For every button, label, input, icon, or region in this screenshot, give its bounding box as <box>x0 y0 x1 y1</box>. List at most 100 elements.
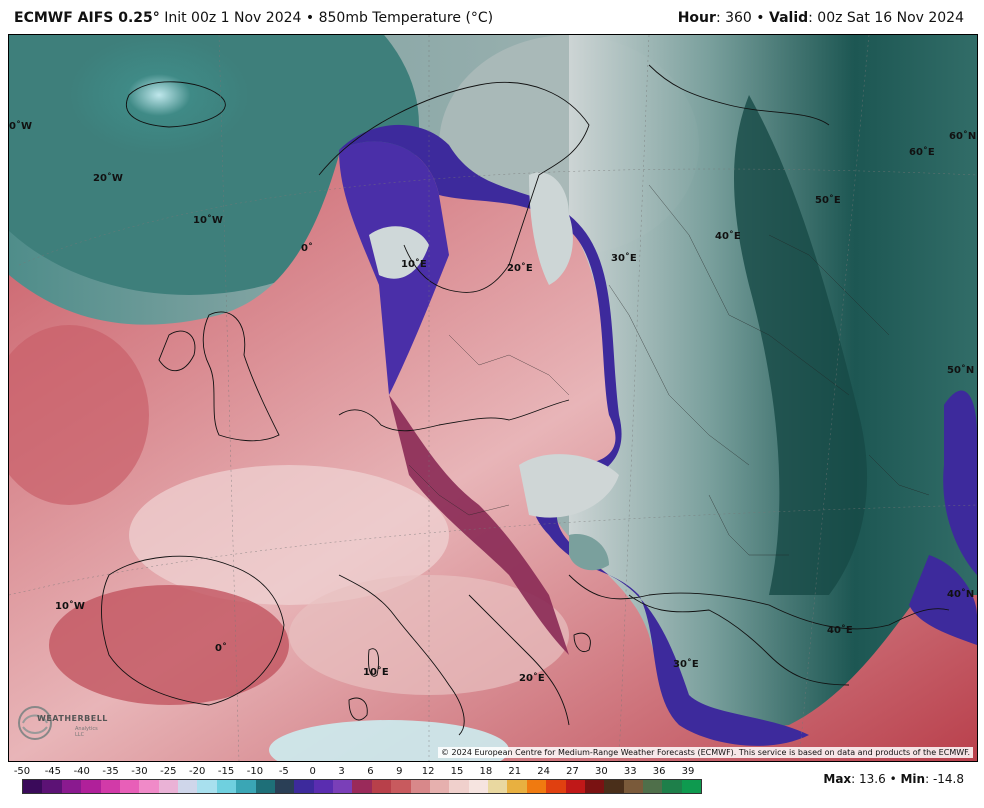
colorbar-segment <box>119 780 140 793</box>
colorbar-tick-label: 36 <box>652 766 666 777</box>
colorbar-segment <box>681 780 702 793</box>
colorbar-segment <box>429 780 450 793</box>
colorbar-tick-labels: -50 -45 -40 -35 -30 -25 -20 -15 -10 -5 0 3 6 9 12 15 18 2… <box>14 766 700 778</box>
copyright-notice: © 2024 European Centre for Medium-Range … <box>438 747 973 758</box>
grid-label-lon-0-top: 0˚ <box>301 243 313 254</box>
colorbar-tick-label: -35 <box>102 766 119 777</box>
grid-label-lat-40n: 40˚N <box>947 589 975 600</box>
colorbar-segment <box>42 780 62 793</box>
colorbar-segment <box>23 780 43 793</box>
grid-label-lon-10e-top: 10˚E <box>401 259 427 270</box>
grid-label-lon-40e-bot: 40˚E <box>827 625 853 636</box>
colorbar-segment <box>391 780 411 793</box>
colorbar-segment <box>584 780 605 793</box>
grid-label-lon-0w-top: 0˚W <box>9 121 32 132</box>
grid-label-lon-10e-bot: 10˚E <box>363 667 389 678</box>
colorbar-tick-label: 6 <box>367 766 374 777</box>
logo-subtext: Analytics LLC <box>75 726 98 738</box>
colorbar-segment <box>643 780 663 793</box>
colorbar-segment <box>178 780 198 793</box>
max-label: Max <box>823 772 852 786</box>
colorbar-tick-label: 30 <box>595 766 608 777</box>
colorbar-tick-label: 9 <box>396 766 403 777</box>
colorbar-segment <box>274 780 295 793</box>
grid-label-lon-10w-top: 10˚W <box>193 215 223 226</box>
colorbar-segment <box>565 780 585 793</box>
grid-label-lon-30e-top: 30˚E <box>611 253 637 264</box>
max-value: : 13.6 <box>851 772 886 786</box>
colorbar-segment <box>488 780 508 793</box>
grid-label-lon-20e-bot: 20˚E <box>519 673 545 684</box>
grid-label-lon-20e-top: 20˚E <box>507 263 533 274</box>
colorbar-segment <box>294 780 314 793</box>
colorbar-tick-label: 15 <box>450 766 464 777</box>
colorbar-segment <box>100 780 120 793</box>
model-name: ECMWF AIFS 0.25 <box>14 10 153 26</box>
colorbar-segment <box>197 780 217 793</box>
colorbar-segment <box>139 780 159 793</box>
min-label: Min <box>900 772 926 786</box>
colorbar-segment <box>216 780 237 793</box>
colorbar-tick-label: 27 <box>566 766 579 777</box>
colorbar-segment <box>333 780 353 793</box>
title-bar: ECMWF AIFS 0.25° Init 00z 1 Nov 2024 • 8… <box>14 10 493 26</box>
colorbar-tick-label: 21 <box>508 766 522 777</box>
hour-label: Hour <box>677 10 716 26</box>
colorbar-tick-label: 24 <box>537 766 551 777</box>
field-name: 850mb Temperature (°C) <box>318 10 494 26</box>
valid-time-bar: Hour: 360 • Valid: 00z Sat 16 Nov 2024 <box>678 10 964 26</box>
colorbar-tick-label: 0 <box>309 766 316 777</box>
grid-label-lon-40e-top: 40˚E <box>715 231 741 242</box>
colorbar-tick-label: -30 <box>131 766 148 777</box>
colorbar-tick-label: 39 <box>681 766 695 777</box>
bullet-separator-2: • <box>756 10 765 26</box>
colorbar-tick-label: 33 <box>623 766 637 777</box>
colorbar-segment <box>61 780 82 793</box>
init-time: Init 00z 1 Nov 2024 <box>164 10 302 26</box>
grid-label-lat-50n: 50˚N <box>947 365 975 376</box>
colorbar-segment <box>81 780 101 793</box>
colorbar-tick-label: -40 <box>73 766 90 777</box>
colorbar-tick-label: -10 <box>246 766 264 777</box>
colorbar-segment <box>546 780 566 793</box>
temperature-field <box>9 35 977 761</box>
colorbar-tick-label: -20 <box>189 766 206 777</box>
max-min-readout: Max: 13.6 • Min: -14.8 <box>823 772 964 786</box>
colorbar-tick-label: -15 <box>217 766 235 777</box>
colorbar-tick-label: -50 <box>13 766 31 777</box>
colorbar <box>22 779 702 794</box>
colorbar-segment <box>449 780 469 793</box>
colorbar-segment <box>507 780 527 793</box>
colorbar-tick-label: 3 <box>338 766 345 777</box>
logo-swirl-icon <box>18 706 52 740</box>
colorbar-tick-label: 18 <box>479 766 493 777</box>
valid-label: Valid <box>769 10 809 26</box>
colorbar-segment <box>313 780 333 793</box>
logo-text: WEATHERBELL <box>37 714 108 723</box>
temperature-map: 0˚W 20˚W 10˚W 0˚ 10˚E 20˚E 30˚E 40˚E 50˚E 60˚E 60˚… <box>8 34 978 762</box>
min-value: : -14.8 <box>925 772 964 786</box>
hour-value: : 360 <box>715 10 752 26</box>
bullet-separator: • <box>305 10 315 26</box>
colorbar-tick-label: -25 <box>160 766 177 777</box>
bullet-separator-3: • <box>889 772 897 786</box>
colorbar-segment <box>158 780 178 793</box>
colorbar-segment <box>255 780 275 793</box>
colorbar-segment <box>468 780 488 793</box>
colorbar-segment <box>604 780 624 793</box>
colorbar-segment <box>662 780 682 793</box>
valid-value: : 00z Sat 16 Nov 2024 <box>808 10 964 26</box>
colorbar-segment <box>236 780 256 793</box>
grid-label-lon-10w-bot: 10˚W <box>55 601 85 612</box>
degree-mark: ° <box>152 10 160 26</box>
colorbar-segment <box>352 780 372 793</box>
grid-label-lon-0-bot: 0˚ <box>215 643 227 654</box>
colorbar-segment <box>371 780 392 793</box>
grid-label-lat-60n: 60˚N <box>949 131 977 142</box>
grid-label-lon-60e: 60˚E <box>909 147 935 158</box>
grid-label-lon-20w: 20˚W <box>93 173 123 184</box>
colorbar-segment <box>410 780 430 793</box>
grid-label-lon-50e: 50˚E <box>815 195 841 206</box>
weatherbell-logo: WEATHERBELL Analytics LLC <box>15 703 107 743</box>
colorbar-segment <box>623 780 643 793</box>
